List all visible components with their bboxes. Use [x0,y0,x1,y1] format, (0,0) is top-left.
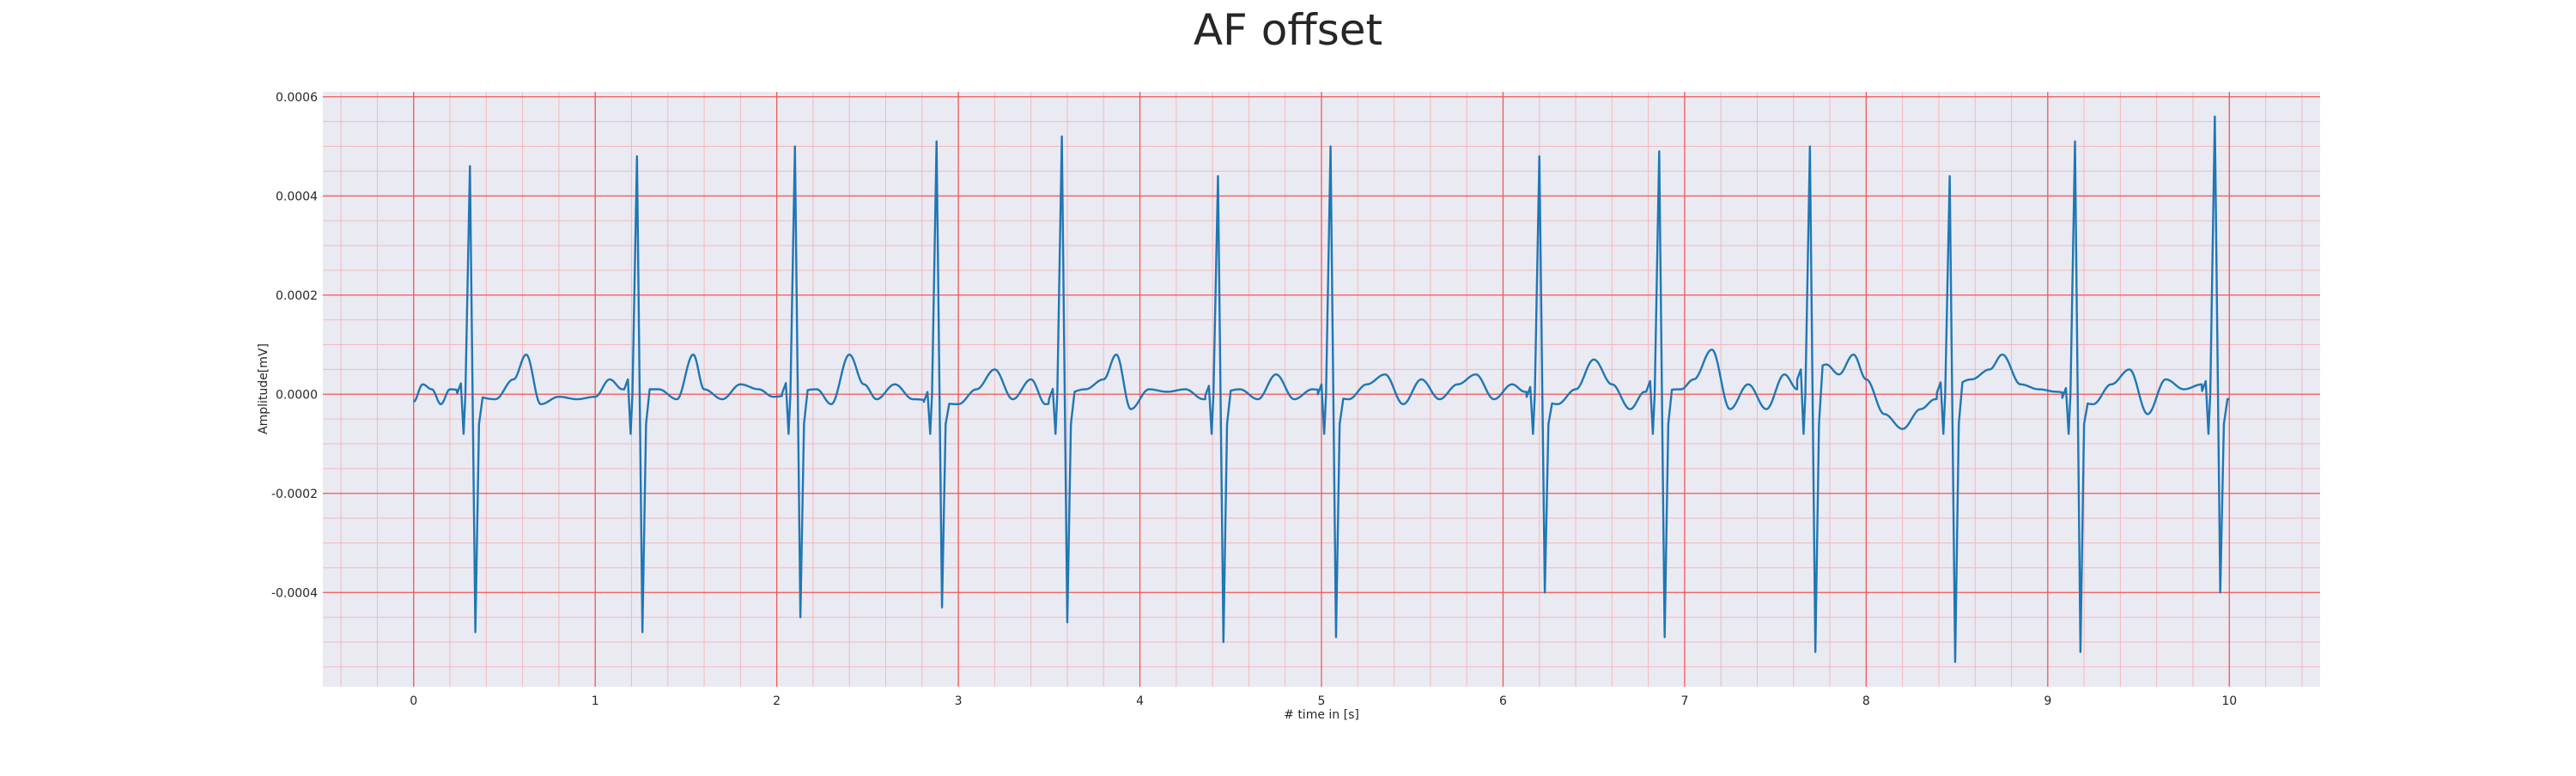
x-tick-label: 1 [592,694,599,708]
x-axis-label: # time in [s] [1284,708,1359,722]
x-tick-label: 6 [1499,694,1507,708]
y-tick-label: 0.0002 [276,289,318,303]
x-axis-ticks: 0 1 2 3 4 5 6 7 8 9 10 [410,694,2237,708]
x-tick-label: 7 [1680,694,1688,708]
y-tick-label: -0.0002 [271,488,318,501]
x-tick-label: 2 [773,694,781,708]
y-axis-label: Amplitude[mV] [257,343,270,434]
x-tick-label: 0 [410,694,417,708]
ecg-series-line [413,115,2230,664]
x-tick-label: 9 [2044,694,2051,708]
y-tick-label: 0.0000 [276,388,318,402]
chart-title: AF offset [1193,5,1383,55]
x-tick-label: 4 [1136,694,1144,708]
x-tick-label: 8 [1862,694,1870,708]
x-tick-label: 5 [1318,694,1326,708]
y-tick-label: 0.0004 [276,190,318,203]
y-axis-ticks: -0.0004 -0.0002 0.0000 0.0002 0.0004 0.0006 [271,91,318,601]
x-tick-label: 10 [2221,694,2237,708]
y-tick-label: 0.0006 [276,91,318,105]
x-tick-label: 3 [955,694,963,708]
signal-layer [413,115,2230,664]
y-tick-label: -0.0004 [271,586,318,600]
